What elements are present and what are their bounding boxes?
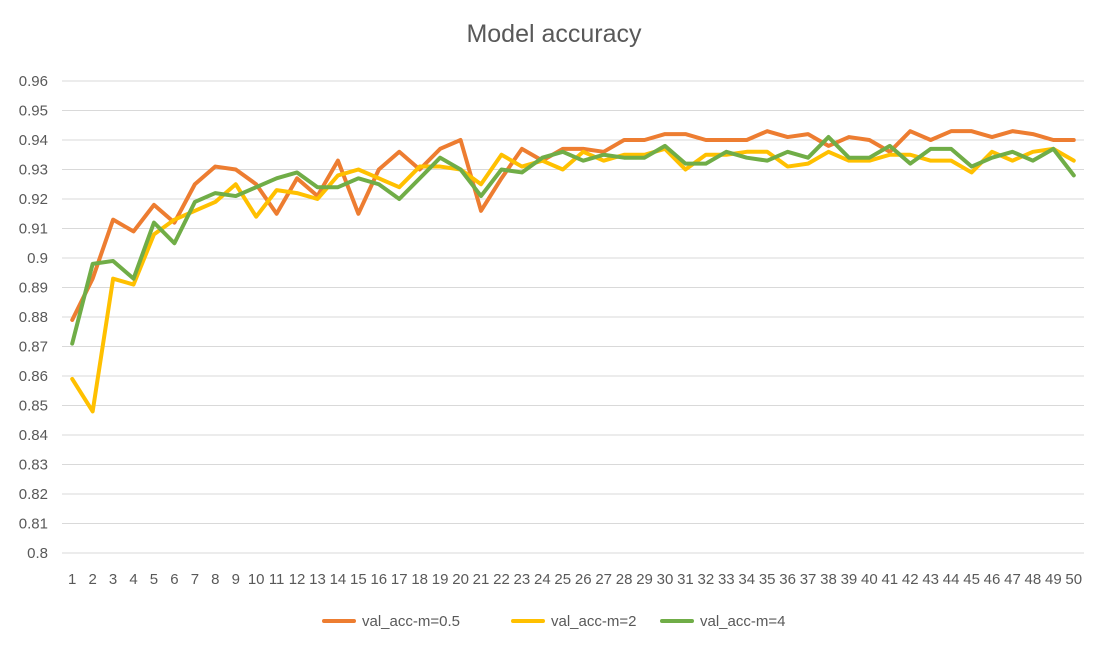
x-tick-label: 24 [534,571,551,588]
x-tick-label: 43 [922,571,939,588]
x-tick-label: 17 [391,571,408,588]
x-tick-label: 32 [698,571,715,588]
x-tick-label: 31 [677,571,694,588]
x-tick-label: 40 [861,571,878,588]
series-lines [70,129,1076,414]
x-tick-label: 2 [88,571,96,588]
x-tick-label: 18 [411,571,428,588]
x-tick-label: 49 [1045,571,1062,588]
x-tick-label: 16 [370,571,387,588]
y-tick-label: 0.83 [19,457,48,474]
y-tick-label: 0.81 [19,516,48,533]
x-tick-label: 47 [1004,571,1021,588]
y-tick-label: 0.82 [19,486,48,503]
x-tick-label: 1 [68,571,76,588]
x-tick-label: 27 [595,571,612,588]
gridlines [62,80,1084,554]
x-tick-label: 22 [493,571,510,588]
x-tick-label: 12 [289,571,306,588]
x-tick-label: 21 [473,571,490,588]
x-tick-label: 36 [779,571,796,588]
y-axis-ticks: 0.8 0.81 0.82 0.83 0.84 0.85 0.86 0.87 0.88 0.89 0… [19,73,48,562]
series-line [70,135,1076,346]
x-tick-label: 11 [269,571,285,588]
chart-title: Model accuracy [466,20,642,48]
x-tick-label: 5 [150,571,158,588]
y-tick-label: 0.85 [19,398,48,415]
y-tick-label: 0.92 [19,191,48,208]
y-tick-label: 0.89 [19,280,48,297]
y-tick-label: 0.94 [19,132,48,149]
y-tick-label: 0.93 [19,162,48,179]
x-tick-label: 45 [963,571,980,588]
x-tick-label: 19 [432,571,449,588]
x-tick-label: 10 [248,571,265,588]
x-tick-label: 30 [657,571,674,588]
x-tick-label: 37 [800,571,817,588]
x-tick-label: 3 [109,571,117,588]
x-tick-label: 6 [170,571,178,588]
x-tick-label: 50 [1065,571,1082,588]
y-tick-label: 0.88 [19,309,48,326]
y-tick-label: 0.86 [19,368,48,385]
series-line [70,129,1076,322]
x-tick-label: 42 [902,571,919,588]
x-tick-label: 41 [881,571,898,588]
y-tick-label: 0.95 [19,103,48,120]
x-tick-label: 14 [330,571,347,588]
series-line [70,146,1076,414]
x-tick-label: 26 [575,571,592,588]
y-tick-label: 0.84 [19,427,48,444]
legend-label: val_acc-m=2 [551,613,636,630]
x-tick-label: 44 [943,571,960,588]
y-tick-label: 0.91 [19,221,48,238]
x-tick-label: 34 [738,571,755,588]
x-tick-label: 7 [191,571,199,588]
y-tick-label: 0.96 [19,73,48,90]
x-tick-label: 8 [211,571,219,588]
x-tick-label: 15 [350,571,367,588]
x-tick-label: 35 [759,571,776,588]
x-tick-label: 29 [636,571,653,588]
x-tick-label: 4 [129,571,137,588]
x-tick-label: 20 [452,571,469,588]
x-axis-ticks: 1 2 3 4 5 6 7 8 9 10 11 12 13 14 15 16 17 18 19 20 21 22 23 24 2… [68,571,1082,588]
x-tick-label: 13 [309,571,326,588]
y-tick-label: 0.9 [27,250,48,267]
legend-label: val_acc-m=4 [700,613,785,630]
x-tick-label: 39 [841,571,858,588]
legend-label: val_acc-m=0.5 [362,613,460,630]
x-tick-label: 48 [1025,571,1042,588]
legend: val_acc-m=0.5 val_acc-m=2 val_acc-m=4 [322,613,785,630]
x-tick-label: 23 [514,571,531,588]
x-tick-label: 33 [718,571,735,588]
x-tick-label: 25 [554,571,571,588]
x-tick-label: 38 [820,571,837,588]
y-tick-label: 0.8 [27,545,48,562]
x-tick-label: 46 [984,571,1001,588]
x-tick-label: 28 [616,571,633,588]
y-tick-label: 0.87 [19,339,48,356]
x-tick-label: 9 [232,571,240,588]
